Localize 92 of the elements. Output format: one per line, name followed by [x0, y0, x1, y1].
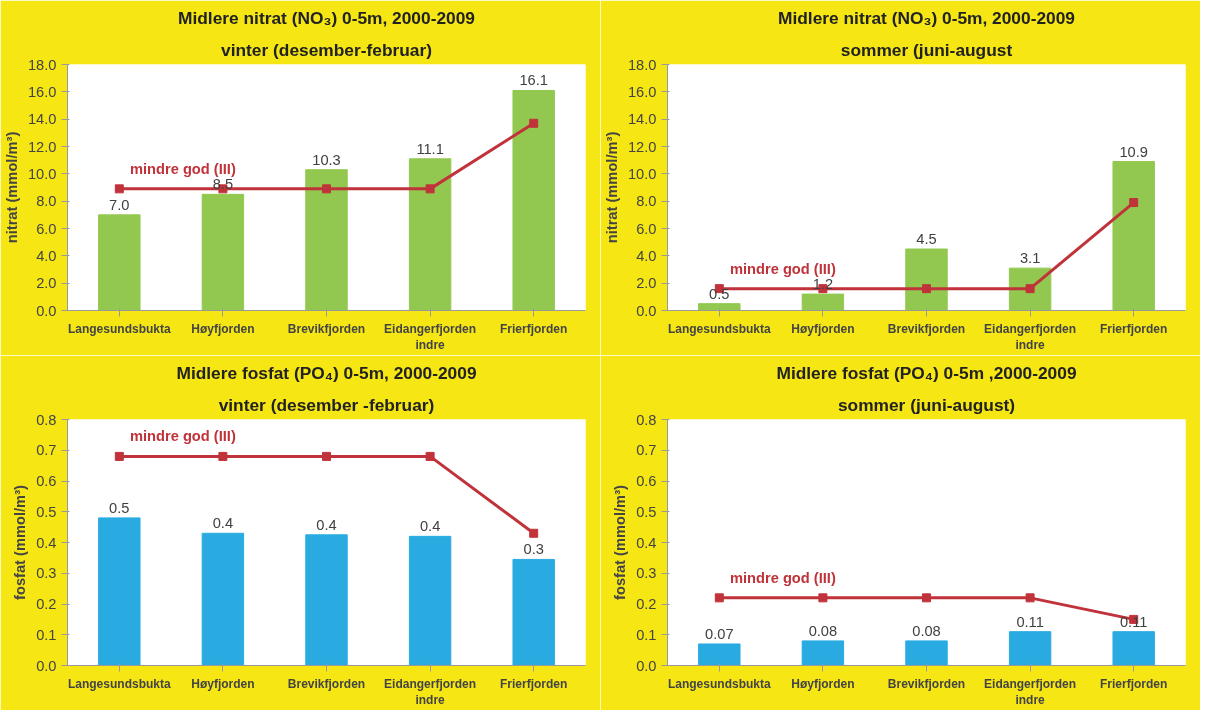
- data-label: 0.11: [1016, 613, 1044, 630]
- x-tick-label: Brevikfjorden: [287, 676, 366, 691]
- y-tick-label: 0.6: [636, 473, 657, 489]
- data-label: 0.5: [109, 499, 130, 516]
- data-label: 16.1: [519, 72, 548, 89]
- series-label: mindre god (III): [129, 160, 236, 177]
- chart-subtitle: sommer (juni-august): [837, 394, 1016, 415]
- x-tick-label: Eidangerfjorden indre: [384, 321, 477, 353]
- x-tick-label: Eidangerfjorden indre: [984, 321, 1077, 353]
- data-label: 11.1: [416, 140, 444, 157]
- y-tick-label: 0.8: [636, 411, 657, 428]
- y-tick-label: 0.1: [36, 626, 57, 643]
- y-tick-label: 0.0: [636, 657, 657, 674]
- y-tick-label: 0.0: [36, 302, 57, 319]
- chart-title: Midlere nitrat (NO₃) 0-5m, 2000-2009: [178, 7, 475, 28]
- x-tick-label: Høyfjorden: [191, 321, 255, 336]
- chart-subtitle: vinter (desember -februar): [218, 394, 435, 415]
- y-tick-label: 6.0: [636, 220, 657, 237]
- y-axis-title: nitrat (mmol/m³): [3, 131, 20, 244]
- x-tick-label: Eidangerfjorden indre: [384, 676, 477, 708]
- data-label: 0.4: [212, 515, 234, 532]
- y-tick-label: 0.7: [36, 442, 57, 459]
- y-tick-label: 14.0: [627, 111, 657, 128]
- y-tick-label: 0.4: [636, 534, 657, 551]
- chart-subtitle: sommer (juni-august: [840, 39, 1013, 60]
- x-tick-label: Frierfjorden: [500, 321, 568, 336]
- x-tick-label: Eidangerfjorden indre: [984, 676, 1077, 708]
- y-tick-label: 0.8: [36, 411, 57, 428]
- y-tick-label: 16.0: [627, 83, 657, 100]
- data-label: 0.11: [1119, 613, 1148, 630]
- y-tick-label: 0.6: [36, 473, 57, 489]
- y-tick-label: 0.0: [636, 302, 657, 319]
- y-tick-label: 0.3: [36, 565, 57, 582]
- y-tick-label: 8.0: [636, 193, 657, 210]
- series-label: mindre god (III): [729, 260, 836, 277]
- x-tick-label: Høyfjorden: [791, 676, 855, 691]
- y-tick-label: 10.0: [27, 165, 57, 182]
- data-label: 7.0: [109, 196, 130, 213]
- x-tick-label: Brevikfjorden: [887, 676, 966, 691]
- y-axis-title: fosfat (mmol/m³): [612, 484, 629, 600]
- y-tick-label: 0.3: [636, 565, 657, 582]
- x-tick-label: Høyfjorden: [791, 321, 855, 336]
- y-tick-label: 10.0: [627, 165, 657, 182]
- x-tick-label: Frierfjorden: [1100, 321, 1168, 336]
- x-tick-label: Langesundsbukta: [667, 321, 771, 336]
- data-label: 0.07: [705, 625, 734, 642]
- chart-title: Midlere fosfat (PO₄) 0-5m ,2000-2009: [776, 362, 1077, 383]
- data-label: 10.9: [1119, 143, 1148, 160]
- data-label: 0.08: [912, 622, 941, 639]
- data-label: 0.5: [709, 285, 730, 302]
- y-tick-label: 0.4: [36, 534, 57, 551]
- data-label: 3.1: [1019, 250, 1041, 267]
- y-tick-label: 2.0: [636, 275, 657, 292]
- x-tick-label: Brevikfjorden: [287, 321, 366, 336]
- y-axis-title: nitrat (mmol/m³): [603, 131, 620, 244]
- x-tick-label: Frierfjorden: [1100, 676, 1168, 691]
- chart-title: Midlere fosfat (PO₄) 0-5m, 2000-2009: [176, 362, 477, 383]
- x-tick-label: Frierfjorden: [500, 676, 568, 691]
- y-tick-label: 0.2: [636, 596, 657, 612]
- y-axis-title: fosfat (mmol/m³): [12, 484, 29, 600]
- x-tick-label: Høyfjorden: [191, 676, 255, 691]
- data-label: 4.5: [916, 231, 937, 247]
- chart-subtitle: vinter (desember-februar): [221, 39, 432, 60]
- y-tick-label: 18.0: [27, 56, 57, 73]
- y-tick-label: 0.2: [36, 596, 57, 612]
- data-label: 0.08: [808, 622, 838, 639]
- y-tick-label: 0.5: [36, 503, 57, 520]
- y-tick-label: 4.0: [36, 247, 57, 264]
- chart-title: Midlere nitrat (NO₃) 0-5m, 2000-2009: [778, 7, 1075, 28]
- series-label: mindre god (III): [129, 428, 236, 445]
- y-tick-label: 0.0: [36, 657, 57, 674]
- y-tick-label: 0.5: [636, 503, 657, 520]
- y-tick-label: 0.1: [636, 626, 657, 643]
- y-tick-label: 6.0: [36, 220, 57, 237]
- y-tick-label: 14.0: [27, 111, 57, 128]
- y-tick-label: 12.0: [27, 138, 57, 155]
- x-tick-label: Brevikfjorden: [887, 321, 966, 336]
- y-tick-label: 4.0: [636, 247, 657, 264]
- x-tick-label: Langesundsbukta: [67, 676, 171, 691]
- y-tick-label: 0.7: [636, 442, 657, 459]
- y-tick-label: 16.0: [27, 83, 57, 100]
- data-label: 10.3: [312, 151, 341, 168]
- series-label: mindre god (III): [729, 569, 836, 586]
- data-label: 0.3: [523, 541, 544, 558]
- y-tick-label: 2.0: [36, 275, 57, 292]
- data-label: 0.4: [419, 518, 441, 535]
- y-tick-label: 8.0: [36, 193, 57, 210]
- x-tick-label: Langesundsbukta: [667, 676, 771, 691]
- data-label: 0.4: [316, 516, 337, 533]
- y-tick-label: 18.0: [627, 56, 657, 73]
- y-tick-label: 12.0: [627, 138, 657, 155]
- x-tick-label: Langesundsbukta: [67, 321, 171, 336]
